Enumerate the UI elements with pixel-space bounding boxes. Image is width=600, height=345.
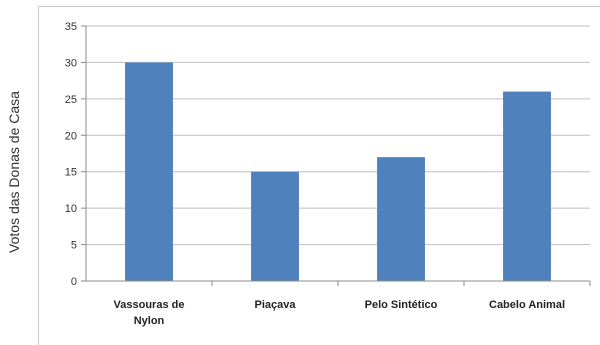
bar <box>125 62 173 281</box>
x-tick-label-line: Cabelo Animal <box>489 299 565 311</box>
y-tick-label: 15 <box>65 167 77 179</box>
bar <box>377 157 425 281</box>
y-tick-label: 35 <box>65 21 77 33</box>
chart-frame <box>38 6 600 345</box>
x-tick-label-line: Pelo Sintético <box>365 299 438 311</box>
y-tick-label: 30 <box>65 57 77 69</box>
y-tick-label: 10 <box>65 203 77 215</box>
bar <box>503 91 551 281</box>
y-tick-label: 25 <box>65 94 77 106</box>
x-tick-label: Vassouras de Nylon <box>114 299 185 327</box>
x-tick-label: Cabelo Animal <box>489 299 565 311</box>
x-tick-label-line: Piaçava <box>255 299 297 311</box>
bar <box>251 171 299 281</box>
x-tick-labels: Vassouras de Nylon Piaçava Pelo Sintético Ca… <box>114 299 565 327</box>
y-tick-label: 0 <box>71 276 77 288</box>
x-tick-label-line: Nylon <box>134 315 165 327</box>
y-tick-label: 5 <box>71 240 77 252</box>
y-tick-label: 20 <box>65 130 77 142</box>
x-tick-label-line: Vassouras de <box>114 299 185 311</box>
x-tick-label: Pelo Sintético <box>365 299 438 311</box>
bars <box>125 62 551 281</box>
y-tick-labels: 0 5 10 15 20 25 30 35 <box>65 21 77 288</box>
x-tick-label: Piaçava <box>255 299 297 311</box>
axes <box>81 25 591 286</box>
